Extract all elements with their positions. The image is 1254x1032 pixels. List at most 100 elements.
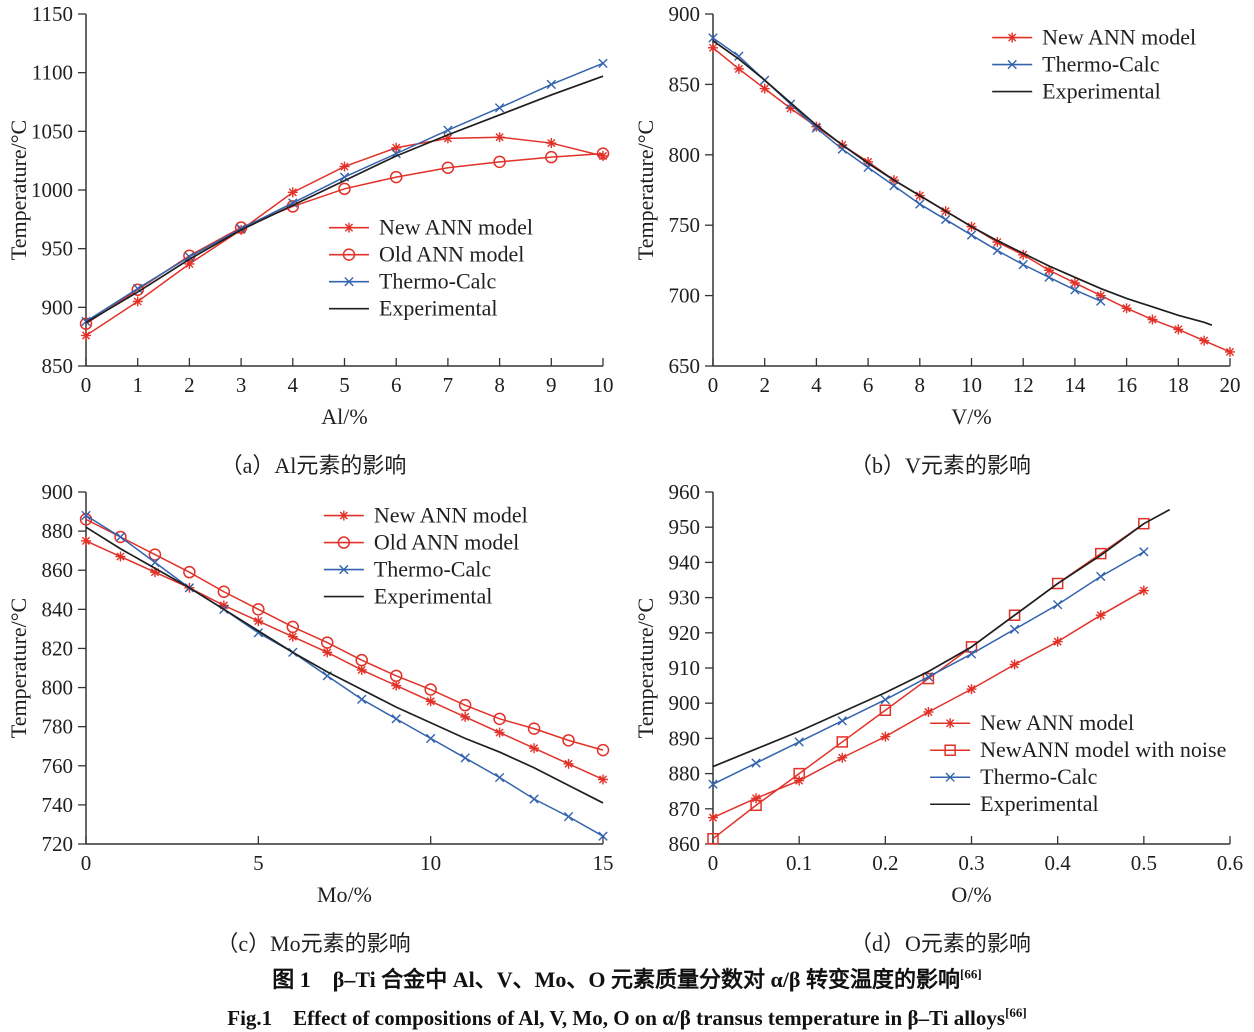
svg-text:Experimental: Experimental: [1042, 79, 1161, 104]
svg-text:940: 940: [669, 550, 701, 574]
svg-text:820: 820: [42, 636, 74, 660]
tick-labels: 0 2 4 6 8 10 12 14 16 18 20 650 700 750 800 850 900: [669, 2, 1241, 397]
svg-text:880: 880: [669, 762, 701, 786]
axes: [85, 14, 603, 367]
subplot-c-caption: （c）Mo元素的影响: [216, 931, 411, 956]
svg-text:910: 910: [669, 656, 701, 680]
svg-text:Experimental: Experimental: [374, 584, 493, 609]
svg-text:New ANN model: New ANN model: [980, 710, 1134, 735]
svg-text:12: 12: [1013, 373, 1034, 397]
caption-chinese-text: 图 1 β–Ti 合金中 Al、V、Mo、O 元素质量分数对 α/β 转变温度的…: [272, 967, 961, 992]
y-axis-label: Temperature/°C: [633, 598, 658, 738]
svg-text:10: 10: [593, 373, 614, 397]
svg-text:0.4: 0.4: [1045, 851, 1072, 875]
svg-text:0.1: 0.1: [786, 851, 812, 875]
svg-text:Thermo-Calc: Thermo-Calc: [374, 557, 492, 582]
svg-text:900: 900: [669, 2, 701, 26]
svg-text:850: 850: [42, 354, 74, 378]
axes: [712, 492, 1230, 845]
series-experimental: [85, 75, 604, 324]
svg-text:860: 860: [669, 832, 701, 856]
caption-chinese: 图 1 β–Ti 合金中 Al、V、Mo、O 元素质量分数对 α/β 转变温度的…: [0, 962, 1254, 994]
chart-d-canvas: 0 0.1 0.2 0.3 0.4 0.5 0.6 860 870 880 890 900 910 920…: [633, 480, 1244, 907]
tick-labels: 0 1 2 3 4 5 6 7 8 9 10 850 900 950 1000 1050 1100 1150: [31, 2, 614, 397]
svg-text:0.6: 0.6: [1217, 851, 1243, 875]
svg-text:4: 4: [811, 373, 822, 397]
svg-text:18: 18: [1168, 373, 1189, 397]
svg-text:850: 850: [669, 72, 701, 96]
svg-text:0.2: 0.2: [872, 851, 898, 875]
svg-text:890: 890: [669, 726, 701, 750]
caption-english-text: Fig.1 Effect of compositions of Al, V, M…: [227, 1006, 1006, 1030]
svg-text:0: 0: [81, 851, 92, 875]
svg-text:0: 0: [708, 851, 719, 875]
svg-text:Old ANN model: Old ANN model: [374, 530, 519, 555]
ticks: [705, 13, 1231, 367]
series-new-ann-model: [81, 535, 608, 785]
svg-text:900: 900: [669, 691, 701, 715]
series-experimental: [85, 526, 604, 804]
subplot-b-caption: （b）V元素的影响: [850, 453, 1031, 478]
svg-text:740: 740: [42, 793, 74, 817]
svg-text:750: 750: [669, 213, 701, 237]
svg-text:650: 650: [669, 354, 701, 378]
y-axis-label: Temperature/°C: [633, 120, 658, 260]
svg-text:840: 840: [42, 597, 74, 621]
svg-text:760: 760: [42, 754, 74, 778]
svg-text:5: 5: [253, 851, 264, 875]
svg-text:16: 16: [1116, 373, 1137, 397]
x-axis-label: O/%: [951, 882, 991, 907]
y-axis-label: Temperature/°C: [6, 120, 31, 260]
svg-text:14: 14: [1064, 373, 1086, 397]
series-new-ann-model: [81, 132, 608, 341]
tick-labels: 0 0.1 0.2 0.3 0.4 0.5 0.6 860 870 880 890 900 910 920…: [669, 480, 1244, 875]
series-experimental: [712, 508, 1171, 768]
svg-text:8: 8: [915, 373, 926, 397]
svg-text:1: 1: [132, 373, 143, 397]
svg-text:0: 0: [708, 373, 719, 397]
svg-text:0.5: 0.5: [1131, 851, 1157, 875]
caption-english: Fig.1 Effect of compositions of Al, V, M…: [0, 1002, 1254, 1032]
svg-text:2: 2: [184, 373, 195, 397]
svg-text:10: 10: [961, 373, 982, 397]
svg-text:4: 4: [288, 373, 299, 397]
svg-text:1050: 1050: [31, 119, 73, 143]
subplot-c: 0 5 10 15 720 740 760 780 800 820 840 860 880 900 Mo/%…: [0, 478, 627, 956]
svg-text:800: 800: [669, 143, 701, 167]
svg-text:1000: 1000: [31, 178, 73, 202]
svg-text:7: 7: [443, 373, 454, 397]
svg-text:0: 0: [81, 373, 92, 397]
svg-text:1150: 1150: [32, 2, 73, 26]
svg-text:950: 950: [669, 515, 701, 539]
svg-text:15: 15: [593, 851, 614, 875]
x-axis-label: Al/%: [321, 404, 367, 429]
svg-text:5: 5: [339, 373, 350, 397]
svg-text:900: 900: [42, 480, 74, 504]
x-axis-label: V/%: [951, 404, 991, 429]
svg-text:Experimental: Experimental: [379, 296, 498, 321]
svg-text:8: 8: [494, 373, 505, 397]
x-axis-label: Mo/%: [317, 882, 372, 907]
svg-text:6: 6: [391, 373, 402, 397]
svg-text:20: 20: [1220, 373, 1241, 397]
svg-text:3: 3: [236, 373, 247, 397]
chart-c-canvas: 0 5 10 15 720 740 760 780 800 820 840 860 880 900 Mo/%…: [6, 480, 614, 907]
svg-text:800: 800: [42, 676, 74, 700]
y-axis-label: Temperature/°C: [6, 598, 31, 738]
svg-text:960: 960: [669, 480, 701, 504]
svg-text:Old ANN model: Old ANN model: [379, 242, 524, 267]
series-thermo-calc: [81, 510, 608, 841]
svg-text:2: 2: [759, 373, 770, 397]
svg-text:880: 880: [42, 519, 74, 543]
svg-text:Experimental: Experimental: [980, 791, 1099, 816]
svg-text:Thermo-Calc: Thermo-Calc: [980, 764, 1098, 789]
svg-text:780: 780: [42, 715, 74, 739]
series-thermo-calc: [708, 547, 1149, 789]
svg-text:Thermo-Calc: Thermo-Calc: [379, 269, 497, 294]
tick-labels: 0 5 10 15 720 740 760 780 800 820 840 860 880 900: [42, 480, 614, 875]
